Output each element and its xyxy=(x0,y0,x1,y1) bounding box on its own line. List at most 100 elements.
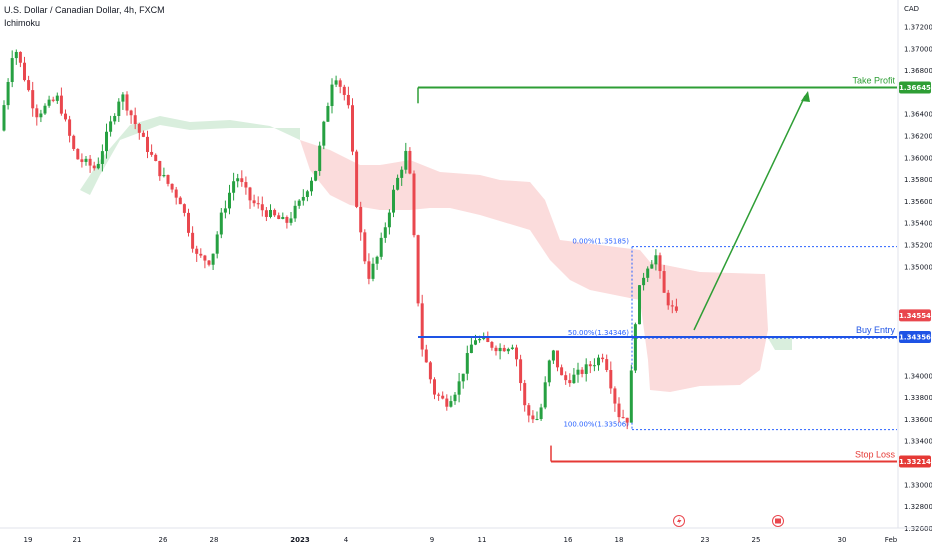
ichimoku-cloud xyxy=(80,116,792,392)
price-tick: 1.34000 xyxy=(904,372,932,380)
candle-body xyxy=(355,151,359,207)
candle-body xyxy=(387,212,391,228)
candle-body xyxy=(199,253,203,256)
candle-body xyxy=(498,347,502,352)
time-tick: 25 xyxy=(752,536,761,544)
candle-body xyxy=(674,306,678,311)
current-price: 1.34554 xyxy=(899,312,931,320)
candle-body xyxy=(174,189,178,198)
candle-body xyxy=(650,264,654,269)
price-tick: 1.32800 xyxy=(904,503,932,511)
candle-body xyxy=(2,105,6,131)
cloud-red xyxy=(300,140,768,392)
candle-body xyxy=(150,151,154,155)
candle-body xyxy=(252,200,256,204)
candle-body xyxy=(289,218,293,223)
time-tick: 21 xyxy=(73,536,82,544)
candle-body xyxy=(609,370,613,389)
price-tick: 1.36800 xyxy=(904,67,932,75)
candle-body xyxy=(515,347,518,360)
stop-loss-price-tag xyxy=(899,455,931,468)
candle-body xyxy=(141,132,145,137)
price-tick: 1.37000 xyxy=(904,45,932,53)
buy-entry-price-tag xyxy=(899,330,931,343)
fib-level-label: 0.00%(1.35185) xyxy=(572,238,629,246)
flag-glyph xyxy=(775,518,781,524)
candle-body xyxy=(654,255,658,265)
candle-body xyxy=(92,165,96,169)
candle-body xyxy=(605,359,609,371)
price-axis[interactable]: CAD 1.37200 1.37000 1.36800 1.36400 1.36200 1.… xyxy=(897,0,932,533)
price-tick: 1.33400 xyxy=(904,438,932,446)
candle-body xyxy=(232,181,236,193)
candle-body xyxy=(535,418,539,420)
candle-body xyxy=(383,227,387,238)
candle-body xyxy=(31,90,35,109)
price-tick: 1.35200 xyxy=(904,242,932,250)
candle-body xyxy=(527,405,531,416)
indicator-label[interactable]: Ichimoku xyxy=(4,18,41,28)
candle-body xyxy=(88,158,92,166)
lightning-icon xyxy=(673,515,685,527)
candle-body xyxy=(207,260,211,265)
candle-body xyxy=(564,375,568,381)
take-profit-price: 1.36645 xyxy=(899,84,931,92)
candle-body xyxy=(166,174,170,184)
candle-body xyxy=(486,337,490,343)
candle-body xyxy=(158,160,162,177)
candle-body xyxy=(72,135,76,149)
time-tick: 23 xyxy=(701,536,710,544)
candle-body xyxy=(125,94,129,111)
candle-body xyxy=(580,369,584,374)
candle-body xyxy=(588,364,592,367)
stop-loss-price: 1.33214 xyxy=(899,458,931,466)
candle-body xyxy=(482,337,486,339)
candle-body xyxy=(187,212,190,233)
candle-body xyxy=(404,150,408,170)
time-axis[interactable]: 19 21 26 28 2023 4 9 11 16 18 23 25 30 Feb xyxy=(0,527,932,544)
candle-body xyxy=(502,347,506,352)
candle-body xyxy=(297,200,301,206)
candle-body xyxy=(170,183,174,190)
candle-body xyxy=(10,58,14,82)
candle-body xyxy=(137,124,141,133)
candle-body xyxy=(428,362,432,380)
candle-body xyxy=(43,105,47,114)
price-tick: 1.36000 xyxy=(904,154,932,162)
candle-body xyxy=(281,217,285,220)
candle-body xyxy=(109,121,113,132)
candle-body xyxy=(55,95,59,101)
candle-body xyxy=(437,394,441,396)
candle-body xyxy=(519,359,523,384)
candle-body xyxy=(211,253,215,265)
candle-body xyxy=(100,151,104,164)
candle-body xyxy=(441,395,445,399)
cloud-green xyxy=(80,116,305,195)
candle-body xyxy=(510,347,514,349)
candle-body xyxy=(367,261,371,279)
candle-body xyxy=(260,204,264,211)
candle-body xyxy=(256,203,260,205)
price-tick: 1.36400 xyxy=(904,111,932,119)
candle-body xyxy=(264,210,268,217)
candle-body xyxy=(301,196,305,201)
symbol-title[interactable]: U.S. Dollar / Canadian Dollar, 4h, FXCM xyxy=(4,5,165,15)
candle-body xyxy=(96,163,100,169)
event-markers[interactable] xyxy=(673,515,784,527)
candle-body xyxy=(629,370,633,423)
candle-body xyxy=(396,177,400,190)
time-tick: 11 xyxy=(478,536,487,544)
candle-body xyxy=(318,145,322,172)
candle-body xyxy=(560,367,564,376)
candle-body xyxy=(68,119,72,136)
candle-body xyxy=(465,353,469,374)
candle-body xyxy=(64,113,67,120)
currency-label: CAD xyxy=(904,5,919,13)
candle-body xyxy=(269,209,272,217)
candle-body xyxy=(568,380,572,384)
projection-arrow xyxy=(693,91,810,331)
candle-body xyxy=(248,187,252,201)
candle-body xyxy=(572,374,576,384)
